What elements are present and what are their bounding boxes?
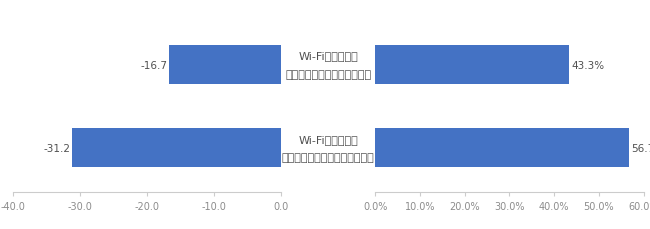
Text: セキュリティ対策をしていない: セキュリティ対策をしていない xyxy=(282,153,374,162)
Text: セキュリティ対策をしている: セキュリティ対策をしている xyxy=(285,70,371,79)
Bar xyxy=(169,46,281,85)
Text: Wi-Fiルーターの: Wi-Fiルーターの xyxy=(298,134,358,144)
Text: 56.7%: 56.7% xyxy=(631,143,650,153)
Text: -16.7: -16.7 xyxy=(140,60,167,70)
Text: -31.2: -31.2 xyxy=(43,143,70,153)
Text: Wi-Fiルーターの: Wi-Fiルーターの xyxy=(298,51,358,61)
Bar xyxy=(72,129,281,168)
Bar xyxy=(375,46,569,85)
Bar xyxy=(375,129,629,168)
Text: 43.3%: 43.3% xyxy=(571,60,604,70)
